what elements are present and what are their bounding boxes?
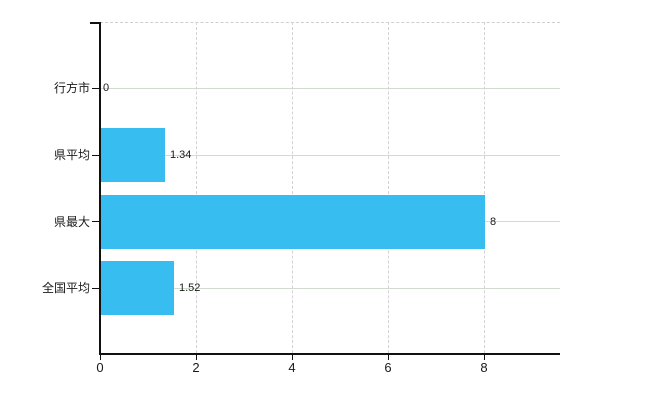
category-label: 県平均 — [53, 148, 90, 162]
x-tick-label: 0 — [96, 360, 104, 375]
category-label: 県最大 — [53, 214, 90, 229]
bar — [101, 128, 165, 182]
bar-value-label: 0 — [103, 82, 110, 94]
x-tick — [100, 355, 101, 360]
bar — [101, 261, 174, 315]
y-tick — [92, 87, 100, 89]
bar-value-label: 1.52 — [179, 282, 201, 294]
x-tick — [292, 355, 293, 360]
x-axis — [99, 353, 560, 355]
category-label: 全国平均 — [41, 281, 90, 295]
x-tick — [388, 355, 389, 360]
h-gridline — [100, 154, 560, 156]
y-axis-top-tick — [90, 22, 100, 24]
y-tick — [92, 287, 100, 289]
v-gridline — [196, 22, 197, 353]
y-tick — [92, 154, 100, 156]
bar-value-label: 1.34 — [170, 149, 192, 161]
h-gridline — [100, 87, 560, 89]
x-tick-label: 4 — [288, 360, 296, 375]
v-gridline — [484, 22, 485, 353]
category-label: 行方市 — [53, 81, 90, 95]
bar — [101, 194, 485, 249]
y-tick — [92, 221, 100, 222]
x-tick — [196, 355, 197, 360]
x-tick — [484, 355, 485, 360]
v-gridline — [292, 22, 293, 353]
y-axis — [99, 22, 101, 355]
x-tick-label: 8 — [480, 360, 488, 375]
bar-value-label: 8 — [490, 215, 497, 228]
x-tick-label: 6 — [384, 360, 392, 375]
h-gridline — [100, 287, 560, 289]
v-gridline — [388, 22, 389, 353]
plot-top-border — [100, 22, 560, 23]
x-tick-label: 2 — [192, 360, 200, 375]
